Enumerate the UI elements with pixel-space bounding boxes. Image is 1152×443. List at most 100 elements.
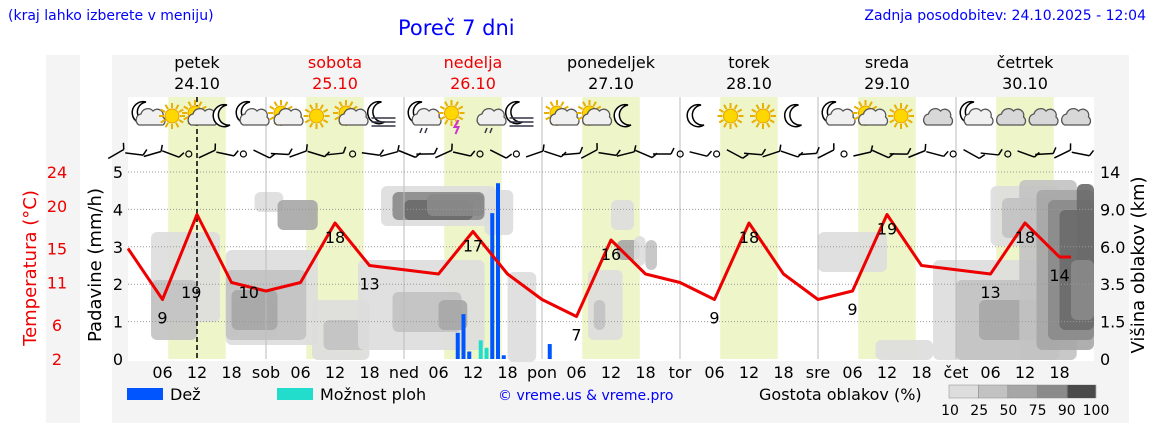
sun-ray [349,101,354,107]
wind-barb [216,150,239,157]
cloud-shape [996,108,1027,126]
sun-icon [750,103,776,129]
sun-ray [592,101,597,107]
wind-barb [908,143,927,159]
precip-tick: 4 [113,200,123,219]
day-date: 26.10 [450,74,496,93]
wind-barb-shaft [380,150,398,158]
cloud-patch [1076,184,1094,284]
wind-barb-feather [596,143,598,150]
day-axis-label: sob [252,363,280,382]
wind-barb-feather [633,145,637,152]
wind-barb [963,148,986,160]
wind-barb-feather [233,150,239,157]
wind-barb-shaft [125,152,144,156]
wind-barb [143,144,164,158]
temperature-label: 9 [709,309,719,328]
cloud-icon [923,108,954,126]
hour-tick: 06 [152,363,172,382]
wind-barb [435,143,453,159]
axis-labels: 261115202401234501.53.56.09.014Temperatu… [20,163,1149,382]
page-title: Poreč 7 dni [398,16,515,40]
legend-showers-label: Možnost ploh [320,385,426,404]
hour-tick: 18 [911,363,931,382]
wind-barb [198,143,217,159]
cloud-patch [611,200,634,230]
sun-ray [269,105,275,110]
wind-calm-mark [476,150,484,158]
moon-cloud-drizzle-icon [407,100,442,134]
sun-icon [159,103,185,129]
wind-barb [762,144,782,158]
wind-barb-shaft [198,149,216,159]
precip-bar [496,183,500,359]
legend-density-tick: 75 [1029,403,1047,419]
sun-ray [766,104,771,110]
temperature-label: 19 [877,220,897,239]
precip-tick: 5 [113,163,123,182]
moon-shape [212,103,231,128]
sun-ray [183,116,189,121]
sun-ray [322,108,329,113]
wind-barb-shaft [780,150,799,158]
wind-barb [289,144,308,158]
wind-barb [361,149,385,156]
wind-barb-feather [833,143,835,150]
wind-barb-feather [978,153,986,159]
cloud-shape [273,108,304,126]
sun-ray [160,119,166,124]
wind-barb [525,144,545,158]
sun-icon [303,103,330,129]
region-hint[interactable]: (kraj lahko izberete v meniju) [8,8,214,24]
wind-barb [726,149,749,159]
moon-cloud-icon [131,100,166,126]
legend-density-tick: 50 [999,403,1017,419]
temperature-tick: 24 [47,163,67,182]
hour-tick: 12 [1015,363,1035,382]
wind-barb-feather [815,146,820,154]
sun-ray [755,122,760,128]
cloud-height-axis-label: Višina oblakov (km) [1128,176,1149,353]
temperature-label: 14 [1049,266,1069,285]
wind-barb-shaft [1035,152,1054,156]
wind-barb [1071,149,1095,157]
wind-barb [416,147,438,155]
copyright-link[interactable]: © vreme.us & vreme.pro [498,388,674,404]
sun-disc [755,108,771,124]
wind-barb-shaft [525,150,544,158]
sun-ray [907,108,913,113]
sun-ray [545,105,551,110]
drizzle-mark [424,127,428,134]
temperature-tick: 11 [47,274,67,293]
wind-barb-feather [779,144,782,152]
sun-ray [178,108,184,113]
temperature-curve [126,213,1071,318]
cloud-patch [875,340,933,360]
wind-barb [817,143,835,159]
wind-barbs-row [107,142,1095,160]
wind-barb-feather [178,152,185,158]
wind-barb-shaft [926,150,944,158]
cloud-shape [858,108,889,126]
sun-ray [733,104,738,110]
day-date: 24.10 [174,74,220,93]
sun-ray [322,119,329,124]
sun-ray [577,105,584,110]
wind-barb [743,148,767,156]
moon-fog-icon [367,100,396,127]
wind-barb [1035,147,1057,156]
sun-ray [889,108,895,113]
cloud-patch [634,236,646,266]
wind-barb-feather [342,146,347,154]
sun-icon [888,103,914,129]
wind-barb-shaft [1071,151,1090,157]
wind-barb-feather [706,150,713,157]
sun-ray [175,104,180,110]
sun-ray [164,104,169,110]
sun-storm-icon [438,100,465,135]
precip-bar [501,355,506,359]
wind-barb-shaft [963,148,980,160]
hour-tick: 18 [773,363,793,382]
weather-icons-row [131,100,1092,135]
legend-density-swatch [948,384,979,399]
